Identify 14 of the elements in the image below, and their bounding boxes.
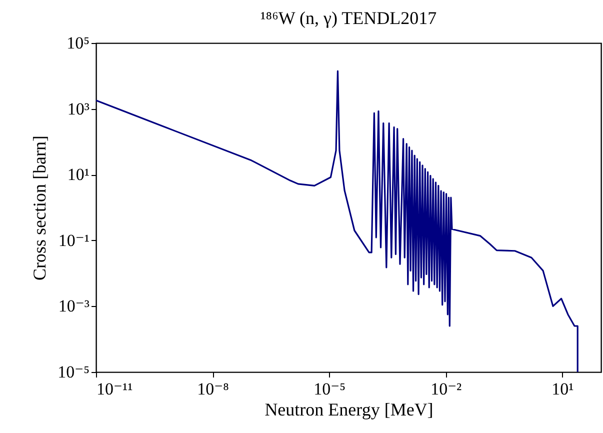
y-tick-label: 10⁻¹ [58, 230, 90, 250]
y-tick-label: 10¹ [67, 165, 90, 184]
x-axis-title: Neutron Energy [MeV] [264, 400, 434, 420]
x-tick-label: 10¹ [552, 380, 574, 398]
y-tick-label: 10⁻³ [58, 296, 90, 316]
x-tick-label: 10⁻¹¹ [96, 380, 133, 398]
y-tick-label: 10⁵ [66, 34, 90, 52]
x-tick-label: 10⁻² [430, 380, 462, 398]
y-tick-label: 10⁻⁵ [58, 362, 90, 382]
chart-title: ¹⁸⁶W (n, γ) TENDL2017 [260, 8, 437, 28]
x-tick-label: 10⁻⁸ [197, 380, 230, 398]
y-tick-label: 10³ [67, 99, 90, 118]
x-tick-label: 10⁻⁵ [314, 380, 346, 398]
y-axis-title: Cross section [barn] [30, 136, 50, 280]
